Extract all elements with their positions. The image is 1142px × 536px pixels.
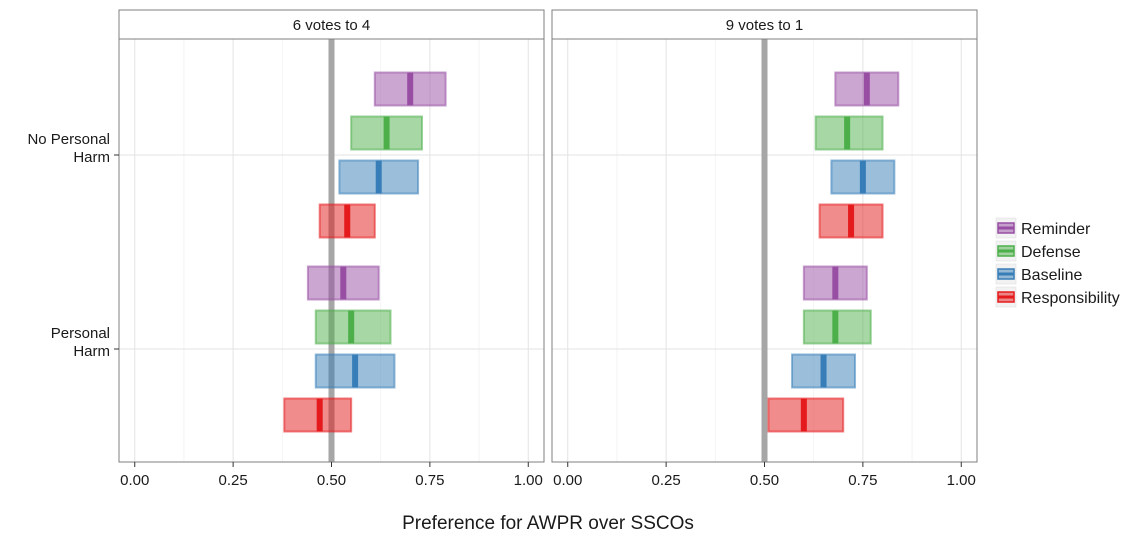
- legend-label: Responsibility: [1021, 290, 1120, 307]
- y-category-label: No Personal: [27, 131, 110, 148]
- x-tick-label: 0.50: [750, 472, 779, 489]
- legend-label: Reminder: [1021, 221, 1091, 238]
- legend-item: Responsibility: [995, 286, 1120, 308]
- y-category-label: Personal: [51, 325, 110, 342]
- legend-label: Baseline: [1021, 267, 1082, 284]
- x-axis-title: Preference for AWPR over SSCOs: [402, 513, 694, 534]
- y-category-label: Harm: [73, 343, 110, 360]
- x-tick-label: 1.00: [514, 472, 543, 489]
- legend-item: Defense: [995, 240, 1081, 262]
- x-tick-label: 0.00: [120, 472, 149, 489]
- x-tick-label: 0.75: [848, 472, 877, 489]
- x-tick-label: 0.75: [415, 472, 444, 489]
- panels: 6 votes to 40.00 0.25 0.50 0.75 1.009 votes …: [118, 9, 978, 489]
- legend-item: Reminder: [995, 217, 1091, 239]
- panel: 9 votes to 1 0.00 0.25 0.50 0.75 1.00: [551, 9, 978, 489]
- x-tick-label: 0.25: [219, 472, 248, 489]
- y-category-label: Harm: [73, 149, 110, 166]
- panel: 6 votes to 4 0.00 0.25 0.50 0.75 1.00: [118, 9, 545, 489]
- panel-title: 9 votes to 1: [726, 17, 804, 34]
- legend: Reminder Defense Baseline Responsibility: [995, 217, 1120, 308]
- panel-strip: [118, 9, 545, 40]
- legend-item: Baseline: [995, 263, 1082, 285]
- panel-title: 6 votes to 4: [293, 17, 371, 34]
- x-tick-label: 0.00: [553, 472, 582, 489]
- x-tick-label: 0.25: [652, 472, 681, 489]
- legend-label: Defense: [1021, 244, 1081, 261]
- x-tick-label: 1.00: [947, 472, 976, 489]
- x-tick-label: 0.50: [317, 472, 346, 489]
